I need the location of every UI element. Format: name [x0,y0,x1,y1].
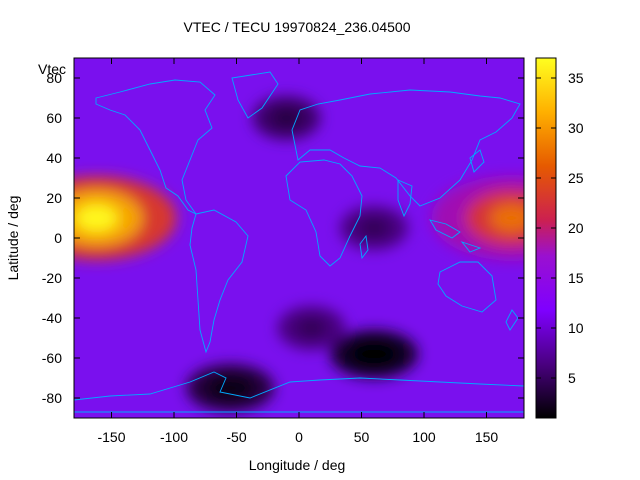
colorbar-ticks: 5 10 15 20 25 30 35 [536,70,584,386]
colorbar-tick-label: 5 [568,370,576,386]
colorbar-tick-label: 10 [568,320,584,336]
heatmap-min-core [204,374,257,402]
x-tick-label: -150 [97,429,125,445]
heatmap-max-core [74,204,119,232]
y-tick-label: 60 [46,110,62,126]
colorbar-tick-label: 15 [568,270,584,286]
heatmap-max-core [489,204,524,232]
x-tick-label: -50 [226,429,246,445]
y-tick-label: 0 [54,230,62,246]
heatmap-min-core [295,318,328,338]
heatmap-min-core [270,108,303,128]
x-tick-label: 100 [412,429,436,445]
legend-label: Vtec [38,61,66,77]
chart-title: VTEC / TECU 19970824_236.04500 [183,19,410,35]
y-tick-label: 40 [46,150,62,166]
heatmap-min-core [348,340,400,368]
y-tick-label: -40 [42,310,62,326]
x-axis: -150 -100 -50 0 50 100 150 [97,58,498,445]
y-tick-label: 20 [46,190,62,206]
colorbar-tick-label: 35 [568,70,584,86]
colorbar [535,57,557,419]
y-tick-label: -80 [42,390,62,406]
y-axis-label: Latitude / deg [5,196,21,281]
colorbar-tick-label: 20 [568,220,584,236]
x-tick-label: 50 [354,429,370,445]
x-tick-label: -100 [160,429,188,445]
y-tick-label: -20 [42,270,62,286]
colorbar-tick-label: 25 [568,170,584,186]
heatmap-features [74,96,524,412]
x-tick-label: 150 [475,429,499,445]
x-tick-label: 0 [295,429,303,445]
heatmap-min-core [358,218,390,238]
y-axis: -80 -60 -40 -20 0 20 40 60 80 [42,70,524,406]
heatmap [74,58,524,418]
y-tick-label: -60 [42,350,62,366]
y-tick-label: 80 [46,70,62,86]
x-axis-label: Longitude / deg [249,457,346,473]
colorbar-tick-label: 30 [568,120,584,136]
